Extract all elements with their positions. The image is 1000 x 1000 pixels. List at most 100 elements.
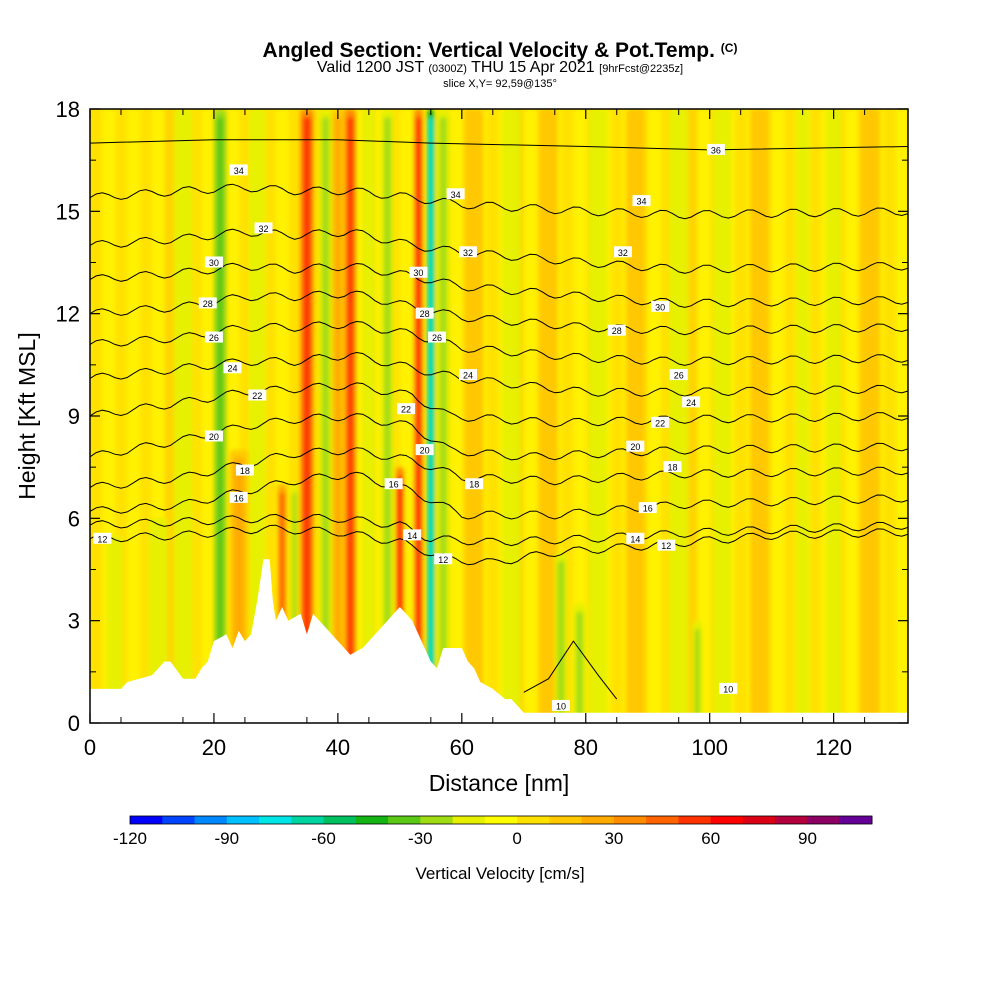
contour-label: 24 <box>463 371 473 381</box>
y-tick-label: 0 <box>68 711 80 736</box>
contour-label-bg <box>248 389 267 401</box>
velocity-core <box>216 117 224 670</box>
colorbar: -120 -90 -60 -30 0 30 60 90 <box>113 815 873 848</box>
colorbar-swatch <box>549 816 583 824</box>
velocity-band <box>669 109 689 723</box>
velocity-band <box>588 109 608 723</box>
velocity-band <box>539 109 558 723</box>
contour-label: 30 <box>655 302 665 312</box>
velocity-band <box>712 109 732 723</box>
velocity-texture-cell <box>201 109 215 723</box>
colorbar-tick-label: 30 <box>604 829 623 848</box>
contour-label: 24 <box>686 398 696 408</box>
contour-label-bg <box>204 430 223 442</box>
theta-contour-30 <box>90 262 908 308</box>
y-axis-label: Height [Kft MSL] <box>14 332 40 499</box>
contour-label-bg <box>719 682 738 694</box>
velocity-core <box>576 611 583 720</box>
velocity-core <box>347 117 354 670</box>
velocity-texture-cell <box>771 109 786 723</box>
colorbar-swatch <box>775 816 808 824</box>
contour-label-bg <box>204 331 223 343</box>
slice-info: slice X,Y= 92,59@135° <box>443 78 557 90</box>
y-tick-label: 6 <box>68 506 80 531</box>
theta-contour-20 <box>90 413 908 461</box>
valid-date: THU 15 Apr 2021 <box>471 59 595 76</box>
velocity-band <box>173 109 193 723</box>
contour-label: 24 <box>228 364 238 374</box>
contour-label-bg <box>223 362 242 374</box>
colorbar-frame <box>129 815 873 825</box>
colorbar-swatch <box>420 816 454 824</box>
x-tick-label: 40 <box>326 735 350 760</box>
theta-contour-10 <box>523 640 618 700</box>
contour-label-bg <box>626 440 645 452</box>
contour-label-bg <box>632 195 651 207</box>
velocity-core <box>303 117 311 670</box>
contour-label-bg <box>93 532 112 544</box>
velocity-texture-cell <box>523 109 538 723</box>
contour-label: 12 <box>661 541 671 551</box>
contour-label-bg <box>204 256 223 268</box>
valid-time-prefix: Valid 1200 JST <box>316 59 424 76</box>
chart-title-text: Angled Section: Vertical Velocity & Pot.… <box>262 39 715 62</box>
chart-subtitle: Valid 1200 JST (0300Z) THU 15 Apr 2021 [… <box>0 58 1000 79</box>
contour-label: 34 <box>451 190 461 200</box>
contour-label-bg <box>613 246 632 258</box>
colorbar-swatch <box>162 816 196 824</box>
colorbar-swatch <box>259 816 292 824</box>
colorbar-swatch <box>710 816 744 824</box>
contour-label-bg <box>229 491 248 503</box>
contour-label-bg <box>446 188 465 200</box>
velocity-band <box>464 109 484 723</box>
velocity-band <box>749 109 769 723</box>
velocity-texture-cell <box>734 109 748 723</box>
contour-label-bg <box>706 143 725 155</box>
velocity-core <box>439 117 447 670</box>
velocity-core <box>428 117 433 670</box>
colorbar-swatch <box>742 816 776 824</box>
contour-label-bg <box>409 266 428 278</box>
x-tick-label: 20 <box>202 735 226 760</box>
velocity-core <box>334 117 342 670</box>
contour-label-bg <box>465 478 484 490</box>
theta-contour-26 <box>90 320 908 366</box>
contour-label-bg <box>434 553 453 565</box>
velocity-band <box>796 109 809 723</box>
colorbar-tick-label: -30 <box>408 829 433 848</box>
theta-contours <box>90 139 908 700</box>
theta-contour-22 <box>90 382 908 428</box>
contour-label-bg <box>397 403 416 415</box>
valid-utc: (0300Z) <box>428 63 467 75</box>
contour-label-bg <box>459 246 478 258</box>
contour-label-bg <box>229 164 248 176</box>
colorbar-swatch <box>581 816 615 824</box>
x-tick-label: 120 <box>815 735 852 760</box>
theta-contour-28 <box>90 290 908 336</box>
colorbar-swatch <box>613 816 647 824</box>
contour-label-bg <box>638 502 657 514</box>
colorbar-swatch <box>484 816 518 824</box>
velocity-band <box>249 109 266 723</box>
colorbar-swatch <box>646 816 679 824</box>
colorbar-swatch <box>226 816 260 824</box>
x-tick-label: 100 <box>691 735 728 760</box>
contour-label: 30 <box>413 268 423 278</box>
contour-label-bg <box>626 532 645 544</box>
y-tick-label: 12 <box>56 302 80 327</box>
contour-label-bg <box>198 297 217 309</box>
contour-label: 20 <box>630 442 640 452</box>
colorbar-swatch <box>452 816 486 824</box>
colorbar-tick-label: -120 <box>113 829 147 848</box>
contour-label-bg <box>254 222 273 234</box>
contour-label-bg <box>651 416 670 428</box>
velocity-band <box>107 535 123 723</box>
contour-label-bg <box>415 307 434 319</box>
theta-contour-12 <box>90 524 908 566</box>
velocity-texture-cell <box>573 109 587 723</box>
velocity-core <box>322 117 329 670</box>
contour-label: 28 <box>420 309 430 319</box>
theta-contour-14 <box>90 513 908 547</box>
contour-label-bg <box>651 300 670 312</box>
contour-label-bg <box>235 464 254 476</box>
